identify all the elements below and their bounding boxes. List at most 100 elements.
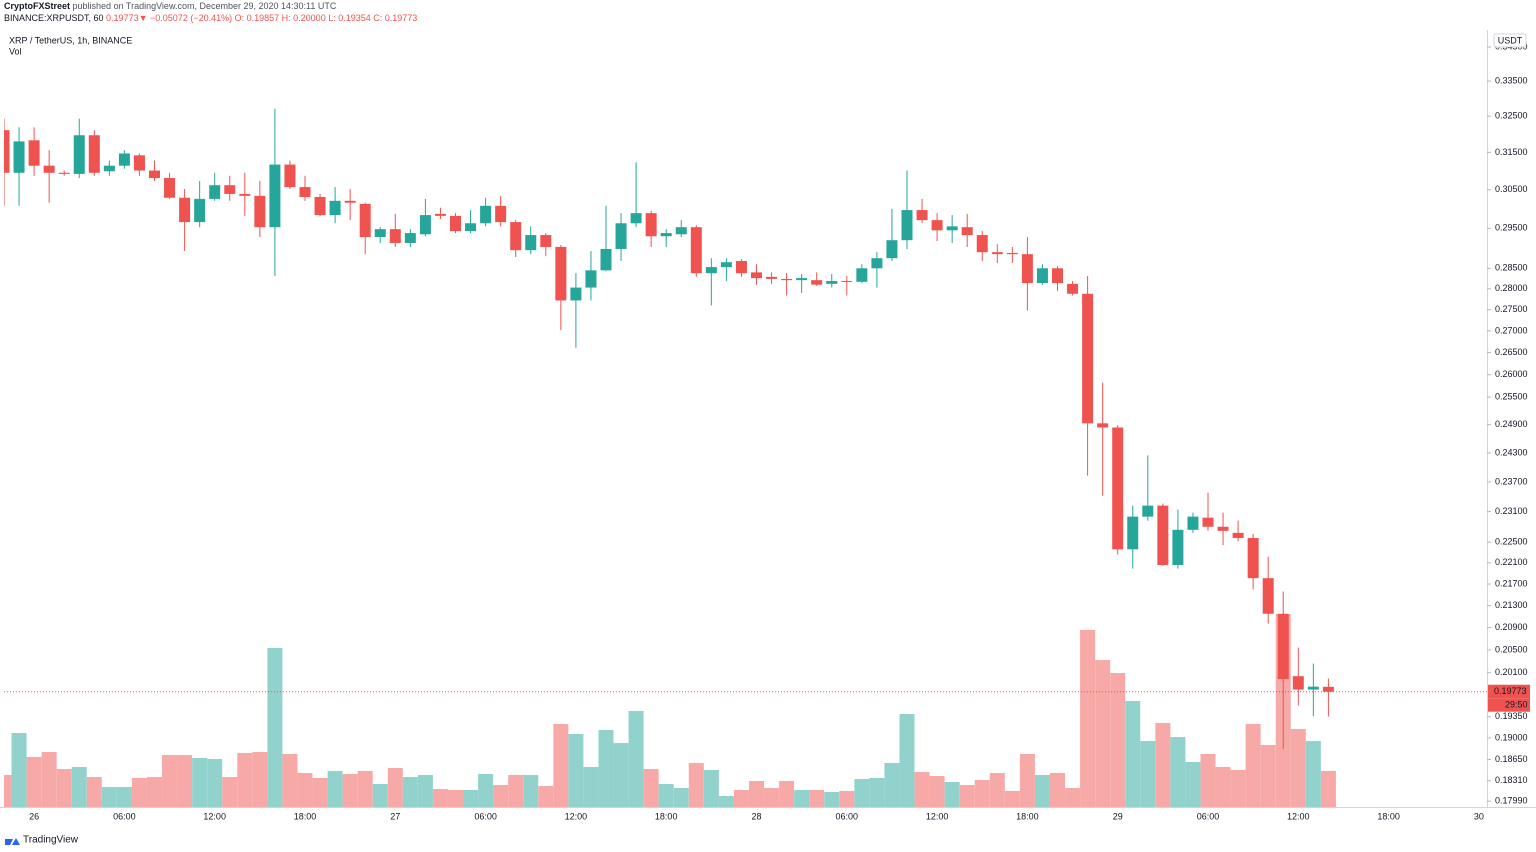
volume-bar [131,778,147,807]
candle-body [751,272,762,279]
volume-bar [417,775,433,807]
volume-bar [402,777,418,807]
y-tick-label: 0.25500 [1495,392,1528,402]
candle-body [856,268,868,282]
y-tick-label: 0.26500 [1495,347,1528,357]
currency[interactable]: USDT [1498,35,1523,45]
y-tick-label: 0.22100 [1495,557,1528,567]
volume-bar [974,780,990,807]
volume-bar [1050,773,1065,807]
volume-bar [177,755,193,807]
published: published on TradingView.com, December 2… [73,1,337,11]
candle-body [660,233,672,237]
volume-bar [162,755,178,807]
volume-bar [26,757,42,807]
x-tick-label: 18:00 [1377,811,1400,821]
volume-bar [41,752,57,807]
x-tick-label: 12:00 [926,811,949,821]
symbol: BINANCE:XRPUSDT, 60 [4,13,104,23]
candle-body [194,198,206,223]
volume-bar [478,774,494,807]
x-tick-label: 12:00 [1287,811,1310,821]
candle-layer [4,108,1334,749]
candle-body [1172,529,1184,565]
last-price-box [1488,684,1530,699]
candle-body [675,227,687,235]
volume-bar [673,788,689,807]
volume-bar [71,767,87,807]
volume-bar [282,754,298,807]
x-tick-label: 28 [751,811,761,821]
candle-body [224,185,236,194]
volume-bar [357,771,373,807]
candle-body [630,213,642,224]
brand-logo[interactable]: TradingView [5,835,79,846]
candle-body [209,185,221,199]
candle-body [781,278,793,281]
candle-body [1067,283,1079,294]
candle-body [916,210,928,221]
candle-body [58,172,70,174]
currency-box[interactable] [1493,33,1527,48]
candle-body [359,203,371,238]
candle-body [164,178,176,198]
volume-bar [568,734,584,807]
volume-bar [1155,723,1171,807]
volume-bar [297,773,313,807]
candle-body [645,213,657,237]
candle-body [991,252,1003,255]
candle-body [796,278,808,281]
volume-bar [989,773,1005,807]
candle-body [735,261,747,274]
y-tick-label: 0.24300 [1495,447,1528,457]
candle-body [946,226,958,231]
volume-bar [147,777,162,807]
y-tick-label: 0.18310 [1495,775,1528,785]
volume-bar [628,711,644,807]
change: −0.05072 (−20.41%) [150,13,232,23]
volume-bar [372,784,388,807]
y-tick-label: 0.23700 [1495,476,1528,486]
volume-bar [914,772,930,807]
volume-bar [1260,745,1276,807]
volume-bar [959,785,975,807]
volume-bar [1170,737,1186,807]
y-tick-label: 0.28000 [1495,283,1528,293]
y-tick-label: 0.19000 [1495,732,1528,742]
candle-body [841,280,853,282]
volume-bar [794,790,810,807]
candle-body [510,222,522,251]
publisher[interactable]: CryptoFXStreet [4,1,70,11]
x-tick-label: 12:00 [203,811,226,821]
candle-body [1187,516,1199,530]
y-tick-label: 0.19350 [1495,711,1528,721]
countdown: 29:50 [1505,700,1528,710]
volume-bar [764,788,780,807]
y-tick-label: 0.30500 [1495,184,1528,194]
volume-bar [688,763,704,807]
volume-bar [432,789,448,807]
volume-bar [312,778,328,807]
y-tick-label: 0.27000 [1495,325,1528,335]
y-tick-label: 0.23100 [1495,506,1528,516]
volume-bar [553,724,569,807]
candle-body [1127,516,1139,550]
candle-body [284,164,296,188]
candle-body [1082,293,1094,424]
candle-body [73,135,85,174]
volume-bar [733,790,749,807]
candle-body [525,235,537,251]
volume-bar [703,770,719,807]
candle-body [540,235,552,247]
candle-body [1322,686,1334,692]
volume-bar [824,792,840,807]
candle-body [4,130,10,173]
volume-bar [1215,767,1231,807]
arrow: ▼ [139,13,148,23]
candle-body [1292,676,1304,690]
countdown-box [1488,698,1530,712]
candle-body [254,195,266,228]
candle-body [344,200,356,203]
volume-bar [387,768,403,807]
